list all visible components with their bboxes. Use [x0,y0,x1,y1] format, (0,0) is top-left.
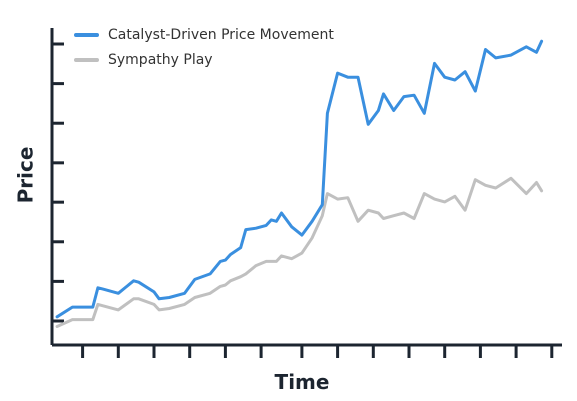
legend: Catalyst-Driven Price Movement Sympathy P… [74,27,334,68]
legend-label-0: Catalyst-Driven Price Movement [108,27,334,43]
series-group [55,39,544,328]
axes [50,28,562,358]
x-ticks [81,345,554,358]
legend-label-1: Sympathy Play [108,52,213,68]
series-line-0 [55,39,544,319]
y-ticks [52,42,64,323]
y-axis-title: Price [14,147,38,204]
series-line-1 [55,176,544,328]
x-axis-title: Time [275,370,330,394]
